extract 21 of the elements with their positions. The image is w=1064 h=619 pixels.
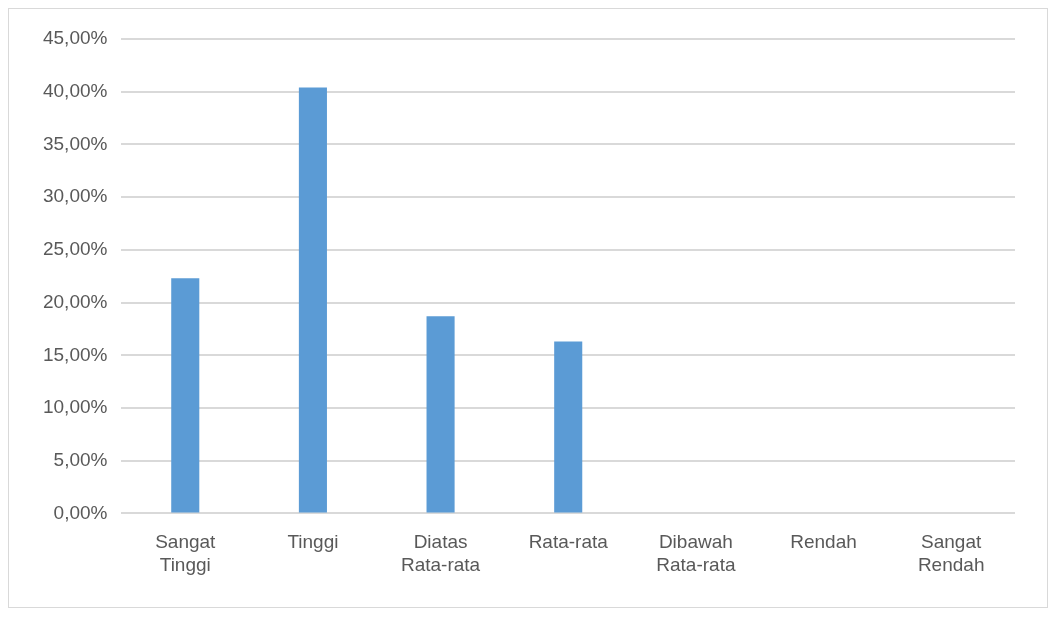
y-tick-label: 10,00%: [42, 396, 108, 418]
x-tick-label: Rata-rata: [528, 531, 609, 553]
x-tick-label: Diatas Rata-rata: [400, 531, 481, 575]
y-tick-label: 45,00%: [42, 27, 108, 49]
y-tick-label: 0,00%: [53, 501, 108, 523]
y-tick-label: 25,00%: [42, 238, 108, 260]
bar: [426, 316, 455, 513]
y-tick-label: 15,00%: [42, 343, 108, 365]
y-tick-label: 40,00%: [42, 79, 108, 101]
y-tick-label: 20,00%: [42, 290, 108, 312]
bar: [298, 87, 327, 513]
x-tick-label: Rendah: [790, 531, 857, 553]
x-tick-label: Sangat Tinggi: [155, 531, 217, 575]
y-tick-label: 5,00%: [53, 448, 108, 470]
x-tick-label: Dibawah Rata-rata: [656, 531, 736, 575]
y-tick-label: 30,00%: [42, 185, 108, 207]
x-tick-label: Sangat Rendah: [917, 531, 985, 575]
y-tick-label: 35,00%: [42, 132, 108, 154]
x-tick-label: Tinggi: [287, 531, 339, 553]
bar: [554, 341, 583, 513]
bar: [171, 278, 200, 513]
